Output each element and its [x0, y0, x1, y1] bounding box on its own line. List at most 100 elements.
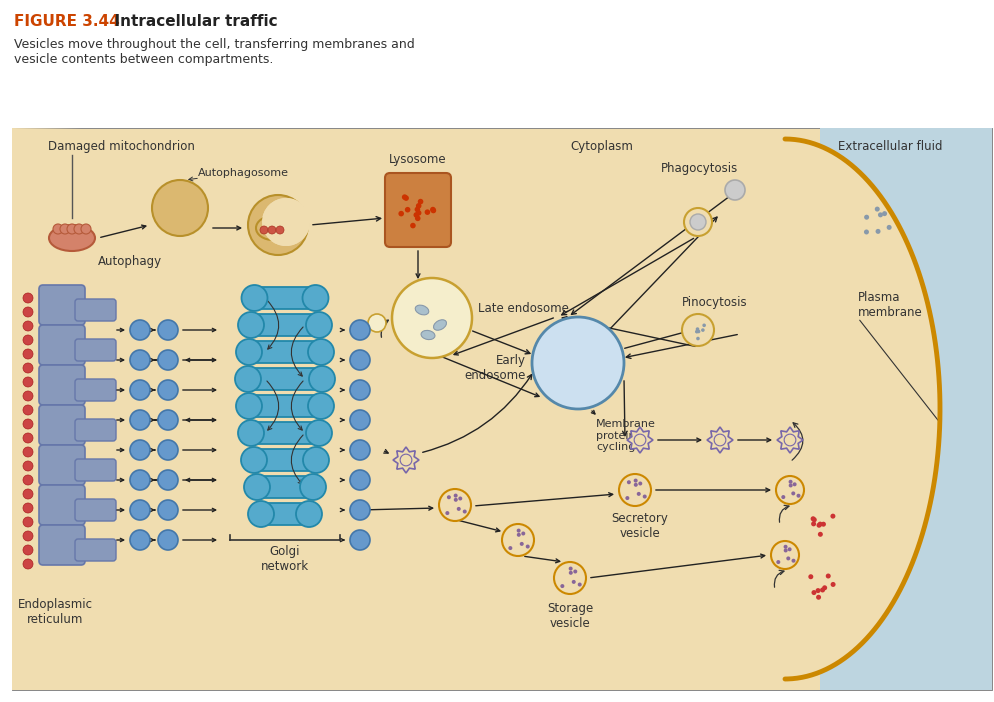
- FancyBboxPatch shape: [39, 405, 85, 445]
- FancyBboxPatch shape: [39, 285, 85, 325]
- FancyBboxPatch shape: [385, 173, 451, 247]
- FancyBboxPatch shape: [247, 314, 323, 336]
- Circle shape: [878, 213, 883, 218]
- Circle shape: [350, 440, 370, 460]
- Circle shape: [248, 501, 274, 527]
- Circle shape: [23, 447, 33, 457]
- Circle shape: [430, 208, 436, 213]
- FancyBboxPatch shape: [75, 539, 116, 561]
- Text: Intracellular traffic: Intracellular traffic: [104, 14, 277, 29]
- Circle shape: [725, 180, 745, 200]
- Circle shape: [130, 470, 150, 490]
- Circle shape: [776, 560, 780, 564]
- Text: Secretory
vesicle: Secretory vesicle: [611, 512, 668, 540]
- Circle shape: [569, 567, 573, 571]
- Circle shape: [417, 199, 423, 204]
- FancyBboxPatch shape: [75, 499, 116, 521]
- Circle shape: [816, 523, 821, 528]
- Circle shape: [554, 562, 586, 594]
- FancyBboxPatch shape: [39, 485, 85, 525]
- Circle shape: [158, 410, 178, 430]
- Ellipse shape: [433, 320, 446, 330]
- Circle shape: [244, 474, 270, 500]
- Circle shape: [23, 559, 33, 569]
- Text: Late endosome: Late endosome: [478, 301, 569, 314]
- Circle shape: [454, 498, 458, 502]
- Circle shape: [350, 380, 370, 400]
- Circle shape: [815, 588, 821, 593]
- FancyBboxPatch shape: [257, 503, 313, 525]
- Circle shape: [634, 483, 638, 486]
- Circle shape: [633, 479, 638, 482]
- Circle shape: [158, 380, 178, 400]
- Circle shape: [67, 224, 77, 234]
- Circle shape: [405, 207, 411, 213]
- Circle shape: [572, 580, 576, 584]
- Circle shape: [811, 590, 816, 595]
- Circle shape: [771, 541, 799, 569]
- Circle shape: [414, 216, 420, 221]
- Circle shape: [368, 314, 386, 332]
- Text: Membrane
protein
cycling: Membrane protein cycling: [596, 419, 656, 452]
- Circle shape: [23, 293, 33, 303]
- Circle shape: [248, 195, 308, 255]
- Polygon shape: [627, 427, 653, 453]
- Circle shape: [158, 530, 178, 550]
- Circle shape: [820, 588, 825, 592]
- Circle shape: [781, 495, 785, 499]
- Circle shape: [415, 203, 421, 208]
- Circle shape: [130, 530, 150, 550]
- Circle shape: [453, 494, 457, 498]
- Circle shape: [791, 559, 795, 563]
- Circle shape: [826, 574, 831, 578]
- Circle shape: [392, 278, 472, 358]
- Circle shape: [517, 529, 521, 533]
- Circle shape: [816, 595, 821, 600]
- Circle shape: [23, 489, 33, 499]
- Circle shape: [463, 510, 467, 514]
- Text: Pinocytosis: Pinocytosis: [682, 296, 747, 309]
- Circle shape: [300, 474, 326, 500]
- Circle shape: [152, 180, 208, 236]
- Circle shape: [812, 517, 817, 522]
- FancyBboxPatch shape: [244, 368, 326, 390]
- Circle shape: [864, 215, 869, 220]
- Circle shape: [401, 454, 412, 466]
- Circle shape: [74, 224, 84, 234]
- Circle shape: [796, 494, 800, 498]
- Ellipse shape: [421, 331, 435, 340]
- Polygon shape: [777, 427, 803, 453]
- Bar: [0, 0, 994, 128]
- Circle shape: [521, 531, 525, 536]
- Polygon shape: [12, 128, 940, 690]
- Circle shape: [703, 324, 706, 327]
- Circle shape: [130, 380, 150, 400]
- Circle shape: [430, 207, 435, 213]
- Text: Damaged mitochondrion: Damaged mitochondrion: [48, 140, 195, 153]
- FancyBboxPatch shape: [250, 287, 319, 309]
- FancyBboxPatch shape: [75, 379, 116, 401]
- Circle shape: [23, 405, 33, 415]
- Circle shape: [424, 209, 430, 215]
- Circle shape: [302, 285, 328, 311]
- Circle shape: [830, 514, 835, 519]
- Circle shape: [399, 211, 404, 216]
- Circle shape: [714, 434, 726, 446]
- Circle shape: [158, 440, 178, 460]
- FancyBboxPatch shape: [75, 299, 116, 321]
- Circle shape: [520, 542, 524, 546]
- Circle shape: [788, 484, 792, 487]
- Circle shape: [309, 366, 335, 392]
- Circle shape: [788, 479, 792, 484]
- Circle shape: [578, 583, 581, 587]
- Circle shape: [532, 317, 624, 409]
- FancyBboxPatch shape: [39, 445, 85, 485]
- Circle shape: [130, 500, 150, 520]
- Circle shape: [439, 489, 471, 521]
- Circle shape: [821, 522, 826, 526]
- Circle shape: [296, 501, 322, 527]
- Circle shape: [262, 198, 310, 246]
- Circle shape: [701, 329, 705, 332]
- Circle shape: [561, 584, 565, 588]
- Circle shape: [414, 212, 419, 218]
